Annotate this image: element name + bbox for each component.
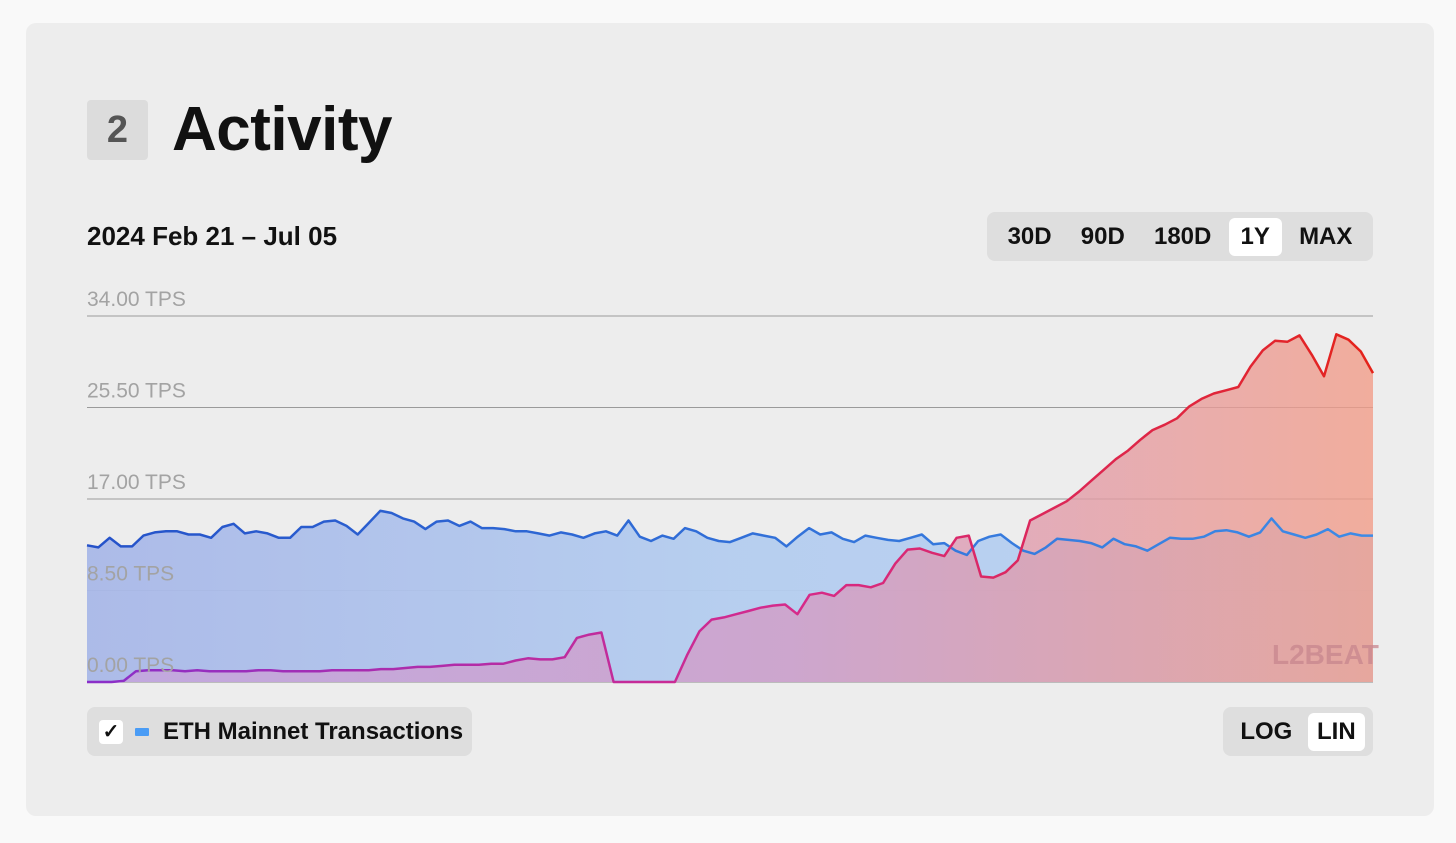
legend-swatch <box>135 727 149 736</box>
scale-log-button[interactable]: LOG <box>1240 717 1293 745</box>
scale-selector: LOG LIN <box>1223 707 1373 756</box>
section-title: Activity <box>172 95 392 164</box>
y-tick-label: 34.00 TPS <box>87 288 186 311</box>
range-90d-button[interactable]: 90D <box>1080 222 1125 250</box>
y-tick-label: 8.50 TPS <box>87 563 174 586</box>
project-activity-area <box>87 334 1373 682</box>
date-range-label: 2024 Feb 21 – Jul 05 <box>87 221 338 251</box>
range-180d-button[interactable]: 180D <box>1153 222 1212 250</box>
range-max-button[interactable]: MAX <box>1299 222 1353 250</box>
range-30d-button[interactable]: 30D <box>1007 222 1052 250</box>
l2beat-watermark: L2BEAT <box>1272 639 1379 670</box>
legend-toggle[interactable]: ✓ ETH Mainnet Transactions <box>87 707 472 756</box>
section-number-badge: 2 <box>87 100 148 160</box>
range-1y-button[interactable]: 1Y <box>1228 217 1282 256</box>
y-tick-label: 0.00 TPS <box>87 654 174 677</box>
scale-lin-button[interactable]: LIN <box>1307 712 1365 751</box>
project-activity-line <box>87 333 1375 684</box>
y-tick-label: 25.50 TPS <box>87 380 186 403</box>
eth-mainnet-line <box>86 509 1373 557</box>
checkbox-checked-icon[interactable]: ✓ <box>99 719 123 744</box>
time-range-selector: 30D 90D 180D 1Y MAX <box>987 212 1373 261</box>
legend-label: ETH Mainnet Transactions <box>163 717 464 745</box>
y-tick-label: 17.00 TPS <box>87 471 186 494</box>
